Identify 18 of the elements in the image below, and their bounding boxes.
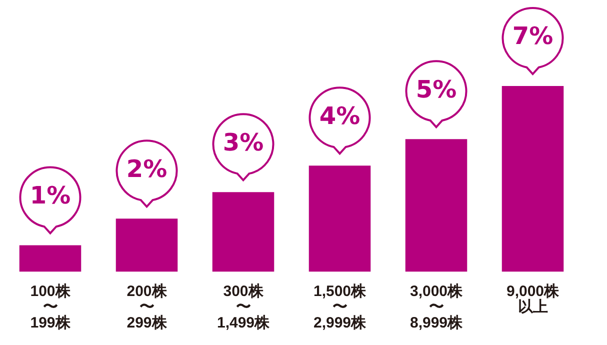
x-tick-label: 200株〜299株 <box>126 282 168 332</box>
x-tick-label: 9,000株以上 <box>506 282 560 316</box>
data-label: 2% <box>126 154 168 183</box>
data-label: 3% <box>222 128 264 156</box>
bar <box>19 245 82 272</box>
x-tick-label: 100株〜199株 <box>30 282 72 332</box>
bar <box>502 86 564 272</box>
data-label: 5% <box>416 75 457 104</box>
bar <box>116 218 178 272</box>
data-label: 7% <box>512 22 554 50</box>
x-tick-label: 1,500株〜2,999株 <box>313 282 368 332</box>
bar <box>212 192 274 272</box>
bar <box>405 139 468 272</box>
x-tick-label: 3,000株〜8,999株 <box>410 282 464 332</box>
data-label: 1% <box>30 181 71 210</box>
bar <box>308 166 371 272</box>
data-label: 4% <box>319 102 360 130</box>
x-tick-label: 300株〜1,499株 <box>216 282 271 332</box>
